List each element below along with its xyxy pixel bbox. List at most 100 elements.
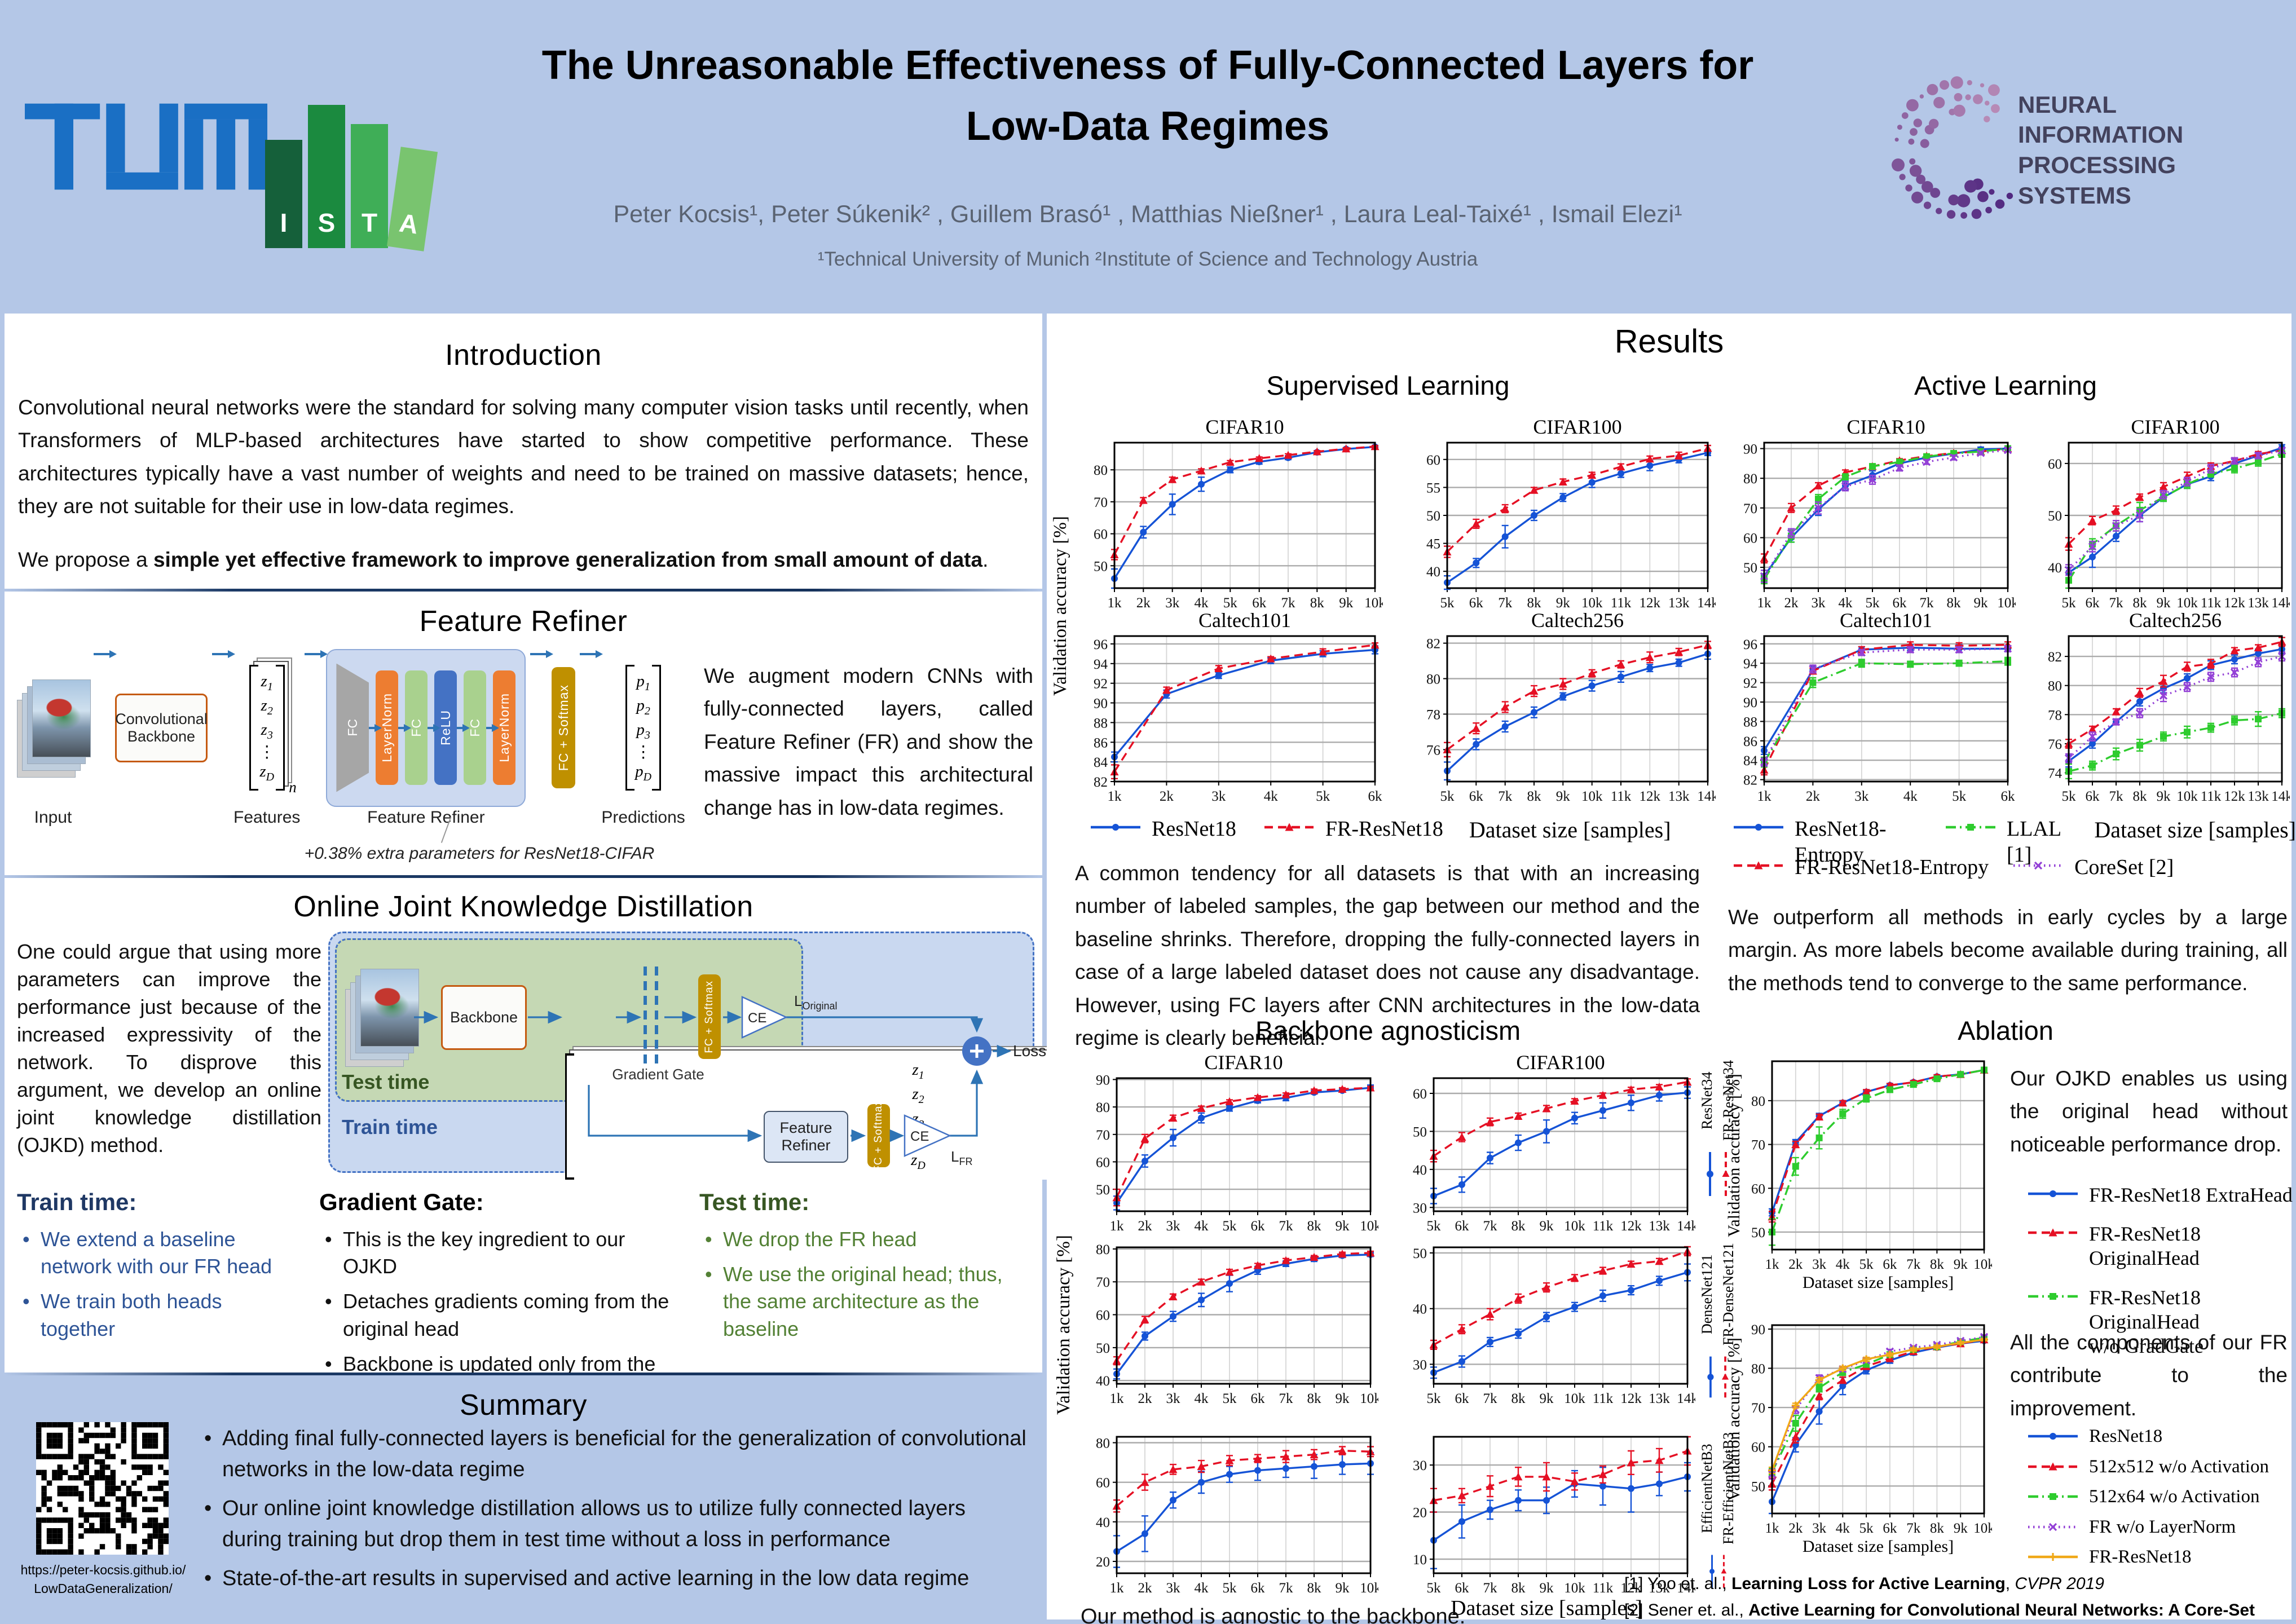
- svg-text:30: 30: [1413, 1201, 1427, 1216]
- input-image-front: [360, 969, 419, 1047]
- svg-text:2k: 2k: [1788, 1257, 1803, 1272]
- svg-text:60: 60: [1751, 1181, 1765, 1197]
- svg-text:10k: 10k: [1997, 595, 2016, 611]
- layer-label: FC: [345, 719, 360, 736]
- fr-features-stage: z1 z2 z3 ⋮ zD n Features: [233, 653, 300, 827]
- qr-code-graphic: [36, 1422, 169, 1555]
- feature-refiner-text: We augment modern CNNs with fully-connec…: [704, 664, 1033, 819]
- train-time-heading: Train time:: [17, 1189, 137, 1215]
- svg-text:2k: 2k: [1136, 595, 1151, 611]
- svg-text:5k: 5k: [1316, 789, 1330, 804]
- relu-layer: ReLU: [434, 670, 457, 785]
- vector-entry: z2: [912, 1085, 924, 1106]
- svg-text:80: 80: [1096, 1436, 1110, 1451]
- vector-entry: p3: [636, 721, 650, 742]
- input-images: [17, 679, 91, 778]
- chart-svg-bb_eff_c100: 5k 6k 7k 8k 9k 10k 11k 12k 13k 14k 10 20 30: [1413, 1436, 1698, 1596]
- svg-text:5k: 5k: [1223, 1219, 1237, 1234]
- svg-text:12k: 12k: [1620, 1391, 1642, 1406]
- ce-label: CE: [910, 1129, 929, 1144]
- legend-label: ResNet18: [1152, 817, 1236, 841]
- fr-predictions-stage: p1 p2 p3 ⋮ pD Predictions: [601, 653, 685, 827]
- legend-label: LLAL [1]: [2007, 817, 2061, 867]
- poster-title: The Unreasonable Effectiveness of Fully-…: [496, 35, 1799, 157]
- chart-ablation-components: 1k 2k 3k 4k 5k 6k 7k 8k 9k 10k 50 60 70 80 90 Validatio…: [1725, 1317, 1995, 1563]
- train-time-list: We extend a baseline network with our FR…: [17, 1226, 299, 1343]
- svg-text:96: 96: [1094, 637, 1108, 652]
- svg-text:12k: 12k: [1640, 595, 1661, 611]
- svg-text:50: 50: [1094, 559, 1108, 574]
- ista-bar-t: T: [351, 124, 388, 248]
- svg-text:14k: 14k: [1677, 1219, 1695, 1234]
- bullet-item: Detaches gradients coming from the origi…: [319, 1288, 678, 1342]
- legend-label: FR-ResNet18-Entropy: [1795, 855, 1989, 879]
- fr-backbone-stage: Convolutional Backbone: [115, 653, 208, 802]
- legend-label: FR w/o LayerNorm: [2089, 1516, 2236, 1537]
- feature-refiner-box: FC LayerNorm FC ReLU FC LayerNorm: [326, 648, 526, 807]
- svg-text:7k: 7k: [1498, 595, 1513, 611]
- svg-text:9k: 9k: [1954, 1257, 1968, 1272]
- svg-text:11k: 11k: [1593, 1391, 1614, 1406]
- chart-svg-al_c10: 1k 2k 3k 4k 5k 6k 7k 8k 9k 10k 50 60 70 80 90 CIFAR10: [1743, 416, 2019, 611]
- svg-text:5k: 5k: [1223, 595, 1238, 611]
- svg-text:5k: 5k: [1427, 1391, 1442, 1406]
- svg-text:4k: 4k: [1903, 789, 1918, 804]
- feature-refiner-diagram: Input Convolutional Backbone z1 z2 z3 ⋮ zD n…: [17, 648, 691, 839]
- reference-1: [1] Yoo et. al., Learning Loss for Activ…: [1624, 1574, 2104, 1593]
- svg-text:4k: 4k: [1264, 789, 1279, 804]
- vector-entry: p2: [636, 696, 650, 717]
- fr-refiner-stage: FC LayerNorm FC ReLU FC LayerNorm Featur…: [326, 648, 526, 827]
- ista-letter: A: [397, 208, 420, 240]
- svg-text:76: 76: [2048, 737, 2062, 752]
- svg-text:80: 80: [1096, 1100, 1110, 1115]
- svg-text:6k: 6k: [1883, 1521, 1897, 1536]
- legend-sample-icon: [1091, 824, 1140, 831]
- svg-text:3k: 3k: [1812, 595, 1826, 611]
- svg-text:90: 90: [1743, 442, 1757, 457]
- chart-ablation-ojkd: 1k 2k 3k 4k 5k 6k 7k 8k 9k 10k 50 60 70 80 Validation …: [1725, 1053, 1995, 1299]
- svg-text:60: 60: [1094, 527, 1108, 542]
- svg-text:2k: 2k: [1806, 789, 1821, 804]
- svg-text:84: 84: [1743, 753, 1758, 769]
- supervised-caption: A common tendency for all datasets is th…: [1075, 862, 1700, 1050]
- layernorm-layer: LayerNorm: [376, 670, 399, 785]
- vector-n-label: n: [289, 779, 297, 796]
- legend-item: 512x64 w/o Activation: [2026, 1486, 2269, 1508]
- svg-text:5k: 5k: [1859, 1521, 1874, 1536]
- svg-text:8k: 8k: [2133, 789, 2148, 804]
- svg-text:94: 94: [1094, 657, 1108, 672]
- svg-text:13k: 13k: [2247, 789, 2269, 804]
- chart-svg-sup_c100: 5k 6k 7k 8k 9k 10k 11k 12k 13k 14k 40 45 50 55 60 CIFAR…: [1426, 416, 1718, 611]
- legend-item: FR-ResNet18-Entropy: [1731, 855, 1989, 881]
- svg-text:82: 82: [1426, 637, 1440, 652]
- svg-text:9k: 9k: [1540, 1581, 1554, 1596]
- url-line-2: LowDataGeneralization/: [34, 1581, 173, 1596]
- legend-item: FR-ResNet18: [2026, 1546, 2269, 1569]
- svg-text:90: 90: [1751, 1322, 1765, 1338]
- ce-label: CE: [748, 1010, 766, 1026]
- bullet-item: We drop the FR head: [699, 1226, 1034, 1253]
- svg-text:5k: 5k: [1427, 1581, 1442, 1596]
- legend-label: FR-ResNet18: [2089, 1547, 2192, 1568]
- svg-text:11k: 11k: [1611, 595, 1632, 611]
- arrow-right-icon: [398, 726, 406, 729]
- legend-item: FR-ResNet18: [1262, 817, 1443, 842]
- fc-softmax-layer: FC + Softmax: [552, 667, 576, 788]
- layer-label: LayerNorm: [379, 693, 394, 762]
- svg-text:7k: 7k: [1281, 595, 1296, 611]
- title-line-1: The Unreasonable Effectiveness of Fully-…: [541, 43, 1754, 88]
- ojkd-connections: CE CE: [414, 967, 1012, 1157]
- chart-svg-bb_d121_c10: 1k 2k 3k 4k 5k 6k 7k 8k 9k 10k 40 50 60 70 80: [1096, 1242, 1381, 1406]
- svg-text:5k: 5k: [2062, 595, 2077, 611]
- svg-text:45: 45: [1426, 537, 1440, 552]
- legend-sample-icon: [2028, 1553, 2078, 1561]
- svg-text:8k: 8k: [1527, 789, 1542, 804]
- svg-text:7k: 7k: [1483, 1219, 1498, 1234]
- svg-text:10: 10: [1413, 1552, 1427, 1568]
- legend-item: ResNet18-Entropy: [1731, 817, 1921, 868]
- svg-text:7k: 7k: [2109, 595, 2124, 611]
- svg-text:6k: 6k: [2001, 789, 2016, 804]
- svg-text:90: 90: [1094, 696, 1108, 712]
- svg-text:40: 40: [1096, 1515, 1110, 1530]
